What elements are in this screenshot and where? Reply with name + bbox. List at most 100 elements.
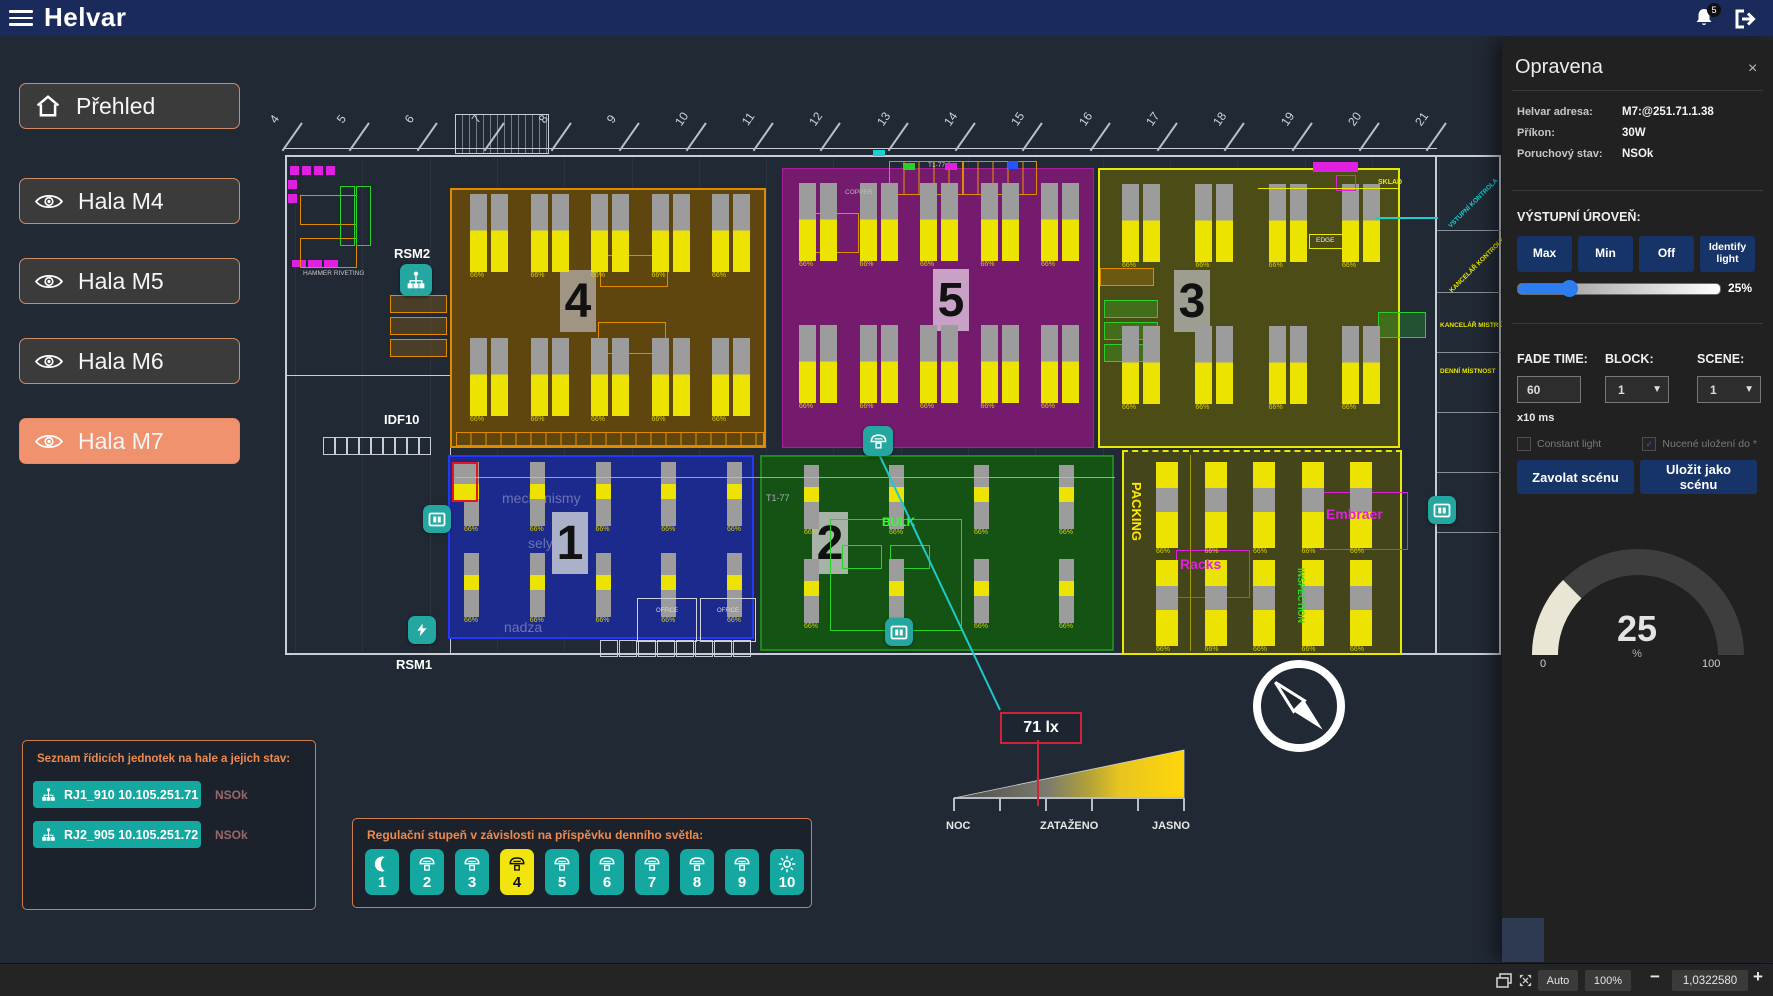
luminaire[interactable]: 66% (1122, 184, 1160, 269)
luminaire[interactable]: 66% (727, 462, 742, 533)
luminaire[interactable]: 66% (920, 183, 958, 268)
slider-thumb[interactable] (1560, 280, 1578, 297)
fade-time-input[interactable] (1517, 376, 1581, 403)
zone-packing[interactable]: PACKING Racks Embraer INSPECTION 66% 66% 6… (1122, 450, 1408, 655)
luminaire[interactable]: 66% (530, 194, 569, 279)
light-sensor-icon[interactable] (863, 426, 893, 456)
luminaire[interactable]: 66% (980, 325, 1019, 410)
regulation-step-9[interactable]: 9 (725, 849, 759, 895)
zone-2[interactable]: 2 T1-77 BULK 66%66%66%66%66%66%66%66% (760, 455, 1114, 651)
luminaire[interactable]: 66% (920, 325, 958, 410)
regulation-step-1[interactable]: 1 (365, 849, 399, 895)
regulation-step-3[interactable]: 3 (455, 849, 489, 895)
regulation-step-8[interactable]: 8 (680, 849, 714, 895)
logout-icon[interactable] (1731, 8, 1757, 30)
luminaire[interactable]: 66% (1301, 560, 1324, 653)
luminaire[interactable]: 66% (595, 462, 611, 533)
luminaire[interactable]: 66% (529, 553, 545, 624)
off-button[interactable]: Off (1639, 236, 1694, 272)
zone-5[interactable]: 5 COPPER 66% 66% 66% 66% 66% 66% 66% 66% 66% 66% (782, 161, 1094, 448)
luminaire[interactable]: 66% (1195, 184, 1234, 269)
selected-luminaire[interactable] (452, 462, 478, 502)
sidebar-item-hala-m4[interactable]: Hala M4 (19, 178, 240, 224)
luminaire[interactable]: 66% (804, 559, 819, 630)
luminaire[interactable]: 66% (804, 465, 819, 536)
luminaire[interactable]: 66% (799, 325, 837, 410)
cascade-windows-icon[interactable] (1496, 973, 1512, 988)
checkbox-box[interactable]: ✓ (1642, 437, 1657, 451)
network-node-icon[interactable] (400, 264, 432, 296)
call-scene-button[interactable]: Zavolat scénu (1517, 460, 1634, 494)
luminaire[interactable]: 66% (1350, 560, 1372, 653)
power-bolt-icon[interactable] (408, 616, 436, 644)
block-select[interactable]: 1 ▼ (1605, 376, 1669, 403)
luminaire[interactable]: 66% (1204, 560, 1227, 653)
luminaire[interactable]: 66% (974, 465, 989, 536)
checkbox-constant-light[interactable]: Constant light (1517, 437, 1601, 451)
sidebar-item-hala-m7[interactable]: Hala M7 (19, 418, 240, 464)
luminaire[interactable]: 66% (661, 553, 677, 624)
regulation-step-10[interactable]: 10 (770, 849, 804, 895)
checkbox-forced-store[interactable]: ✓ Nucené uložení do * (1642, 437, 1757, 451)
scene-select[interactable]: 1 ▼ (1697, 376, 1761, 403)
luminaire[interactable]: 66% (591, 338, 629, 423)
close-icon[interactable]: × (1748, 60, 1758, 77)
luminaire[interactable]: 66% (661, 462, 677, 533)
luminaire[interactable]: 66% (727, 553, 742, 624)
luminaire[interactable]: 66% (1122, 326, 1160, 411)
sidebar-item-přehled[interactable]: Přehled (19, 83, 240, 129)
scale-value[interactable]: 1,0322580 (1672, 970, 1748, 991)
luminaire[interactable]: 66% (1342, 184, 1380, 269)
cabinet-icon[interactable] (1428, 496, 1456, 524)
zone-3[interactable]: 3 66% 66% 66% 66% 66% 66% 66% 66% (1098, 168, 1426, 448)
luminaire[interactable]: 66% (1041, 325, 1079, 410)
luminaire[interactable]: 66% (1253, 560, 1275, 653)
regulation-step-7[interactable]: 7 (635, 849, 669, 895)
luminaire[interactable]: 66% (1268, 184, 1307, 269)
luminaire[interactable]: 66% (859, 325, 898, 410)
luminaire[interactable]: 66% (1350, 462, 1372, 555)
luminaire[interactable]: 66% (1059, 559, 1074, 630)
zoom-out-button[interactable]: − (1650, 967, 1660, 986)
unit-button[interactable]: RJ2_905 10.105.251.72 (33, 821, 201, 848)
cabinet-icon[interactable] (423, 505, 451, 533)
luminaire[interactable]: 66% (1204, 462, 1227, 555)
luminaire[interactable]: 66% (859, 183, 898, 268)
luminaire[interactable]: 66% (974, 559, 989, 630)
auto-button[interactable]: Auto (1538, 970, 1578, 991)
luminaire[interactable]: 66% (1156, 560, 1178, 653)
checkbox-box[interactable] (1517, 437, 1531, 451)
fullscreen-icon[interactable] (1518, 973, 1533, 988)
luminaire[interactable]: 66% (651, 194, 690, 279)
luminaire[interactable]: 66% (1268, 326, 1307, 411)
luminaire[interactable]: 66% (712, 338, 750, 423)
save-scene-button[interactable]: Uložit jako scénu (1640, 460, 1757, 494)
luminaire[interactable]: 66% (1059, 465, 1074, 536)
regulation-step-2[interactable]: 2 (410, 849, 444, 895)
max-button[interactable]: Max (1517, 236, 1572, 272)
luminaire[interactable]: 66% (889, 559, 904, 630)
zoom-in-button[interactable]: + (1753, 967, 1763, 986)
zoom-level-button[interactable]: 100% (1585, 970, 1631, 991)
output-level-slider[interactable] (1517, 280, 1721, 297)
unit-button[interactable]: RJ1_910 10.105.251.71 (33, 781, 201, 808)
regulation-step-5[interactable]: 5 (545, 849, 579, 895)
min-button[interactable]: Min (1578, 236, 1633, 272)
luminaire[interactable]: 66% (1253, 462, 1275, 555)
zone-1[interactable]: 1 mechanismy sely nadza 66%66%66%66%66%6… (448, 455, 754, 639)
sidebar-item-hala-m5[interactable]: Hala M5 (19, 258, 240, 304)
luminaire[interactable]: 66% (1041, 183, 1079, 268)
luminaire[interactable]: 66% (464, 553, 479, 624)
identify-light-button[interactable]: Identify light (1700, 236, 1755, 272)
luminaire[interactable]: 66% (470, 194, 508, 279)
luminaire[interactable]: 66% (1156, 462, 1178, 555)
luminaire[interactable]: 66% (712, 194, 750, 279)
luminaire[interactable]: 66% (595, 553, 611, 624)
luminaire[interactable]: 66% (530, 338, 569, 423)
luminaire[interactable]: 66% (651, 338, 690, 423)
regulation-step-6[interactable]: 6 (590, 849, 624, 895)
luminaire[interactable]: 66% (1195, 326, 1234, 411)
sidebar-item-hala-m6[interactable]: Hala M6 (19, 338, 240, 384)
luminaire[interactable]: 66% (591, 194, 629, 279)
regulation-step-4[interactable]: 4 (500, 849, 534, 895)
